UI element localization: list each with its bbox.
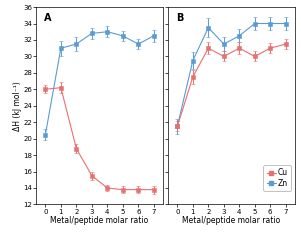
Legend: Cu, Zn: Cu, Zn	[263, 165, 291, 191]
X-axis label: Metal/peptide molar ratio: Metal/peptide molar ratio	[182, 216, 281, 225]
X-axis label: Metal/peptide molar ratio: Metal/peptide molar ratio	[51, 216, 149, 225]
Y-axis label: ΔH (kJ mol⁻¹): ΔH (kJ mol⁻¹)	[13, 81, 22, 131]
Text: B: B	[176, 13, 183, 23]
Text: A: A	[44, 13, 51, 23]
